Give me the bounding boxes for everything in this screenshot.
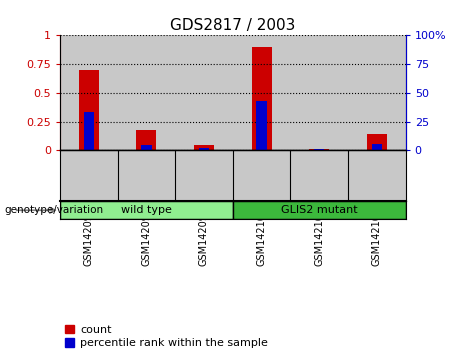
Bar [194,145,214,150]
Legend: count, percentile rank within the sample: count, percentile rank within the sample [65,325,268,348]
Bar [314,149,325,150]
Text: wild type: wild type [121,205,172,215]
Bar [233,201,406,219]
Bar [233,35,290,150]
Bar [136,130,156,150]
Bar [256,101,267,150]
Bar [372,144,382,150]
Bar [60,35,118,150]
Bar [141,145,152,150]
Text: genotype/variation: genotype/variation [5,205,104,215]
Bar [290,35,348,150]
Bar [252,47,272,150]
Bar [175,35,233,150]
Bar [79,70,99,150]
Bar [309,149,329,150]
Bar [60,201,233,219]
Bar [83,113,94,150]
Bar [118,35,175,150]
Text: GLIS2 mutant: GLIS2 mutant [281,205,358,215]
Bar [199,148,209,150]
Bar [367,135,387,150]
Title: GDS2817 / 2003: GDS2817 / 2003 [170,18,296,33]
Bar [348,35,406,150]
